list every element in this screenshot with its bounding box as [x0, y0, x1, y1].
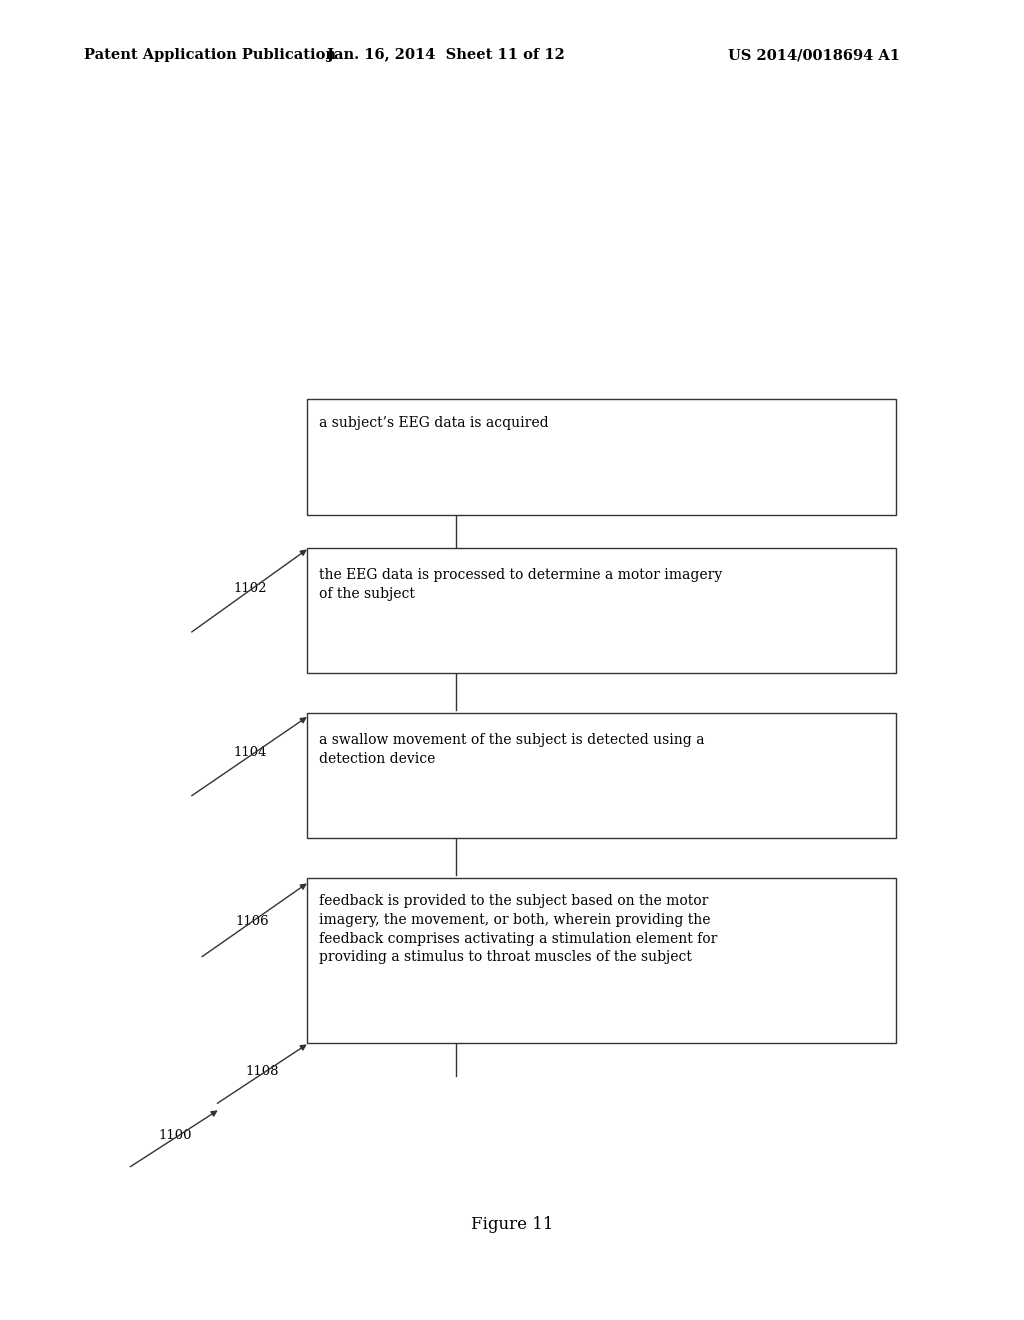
- Text: 1106: 1106: [236, 915, 269, 928]
- Text: 1104: 1104: [233, 746, 267, 759]
- Text: Patent Application Publication: Patent Application Publication: [84, 49, 336, 62]
- Text: the EEG data is processed to determine a motor imagery
of the subject: the EEG data is processed to determine a…: [319, 568, 723, 601]
- Text: 1108: 1108: [246, 1065, 280, 1078]
- Bar: [307, 878, 896, 1043]
- Text: a subject’s EEG data is acquired: a subject’s EEG data is acquired: [319, 416, 549, 430]
- Bar: [307, 713, 896, 838]
- Text: US 2014/0018694 A1: US 2014/0018694 A1: [728, 49, 900, 62]
- Text: Jan. 16, 2014  Sheet 11 of 12: Jan. 16, 2014 Sheet 11 of 12: [327, 49, 564, 62]
- Text: feedback is provided to the subject based on the motor
imagery, the movement, or: feedback is provided to the subject base…: [319, 894, 718, 965]
- Text: 1100: 1100: [159, 1129, 193, 1142]
- Text: a swallow movement of the subject is detected using a
detection device: a swallow movement of the subject is det…: [319, 733, 705, 766]
- Bar: [307, 548, 896, 673]
- Text: Figure 11: Figure 11: [471, 1217, 553, 1233]
- Bar: [307, 399, 896, 515]
- Text: 1102: 1102: [233, 582, 267, 595]
